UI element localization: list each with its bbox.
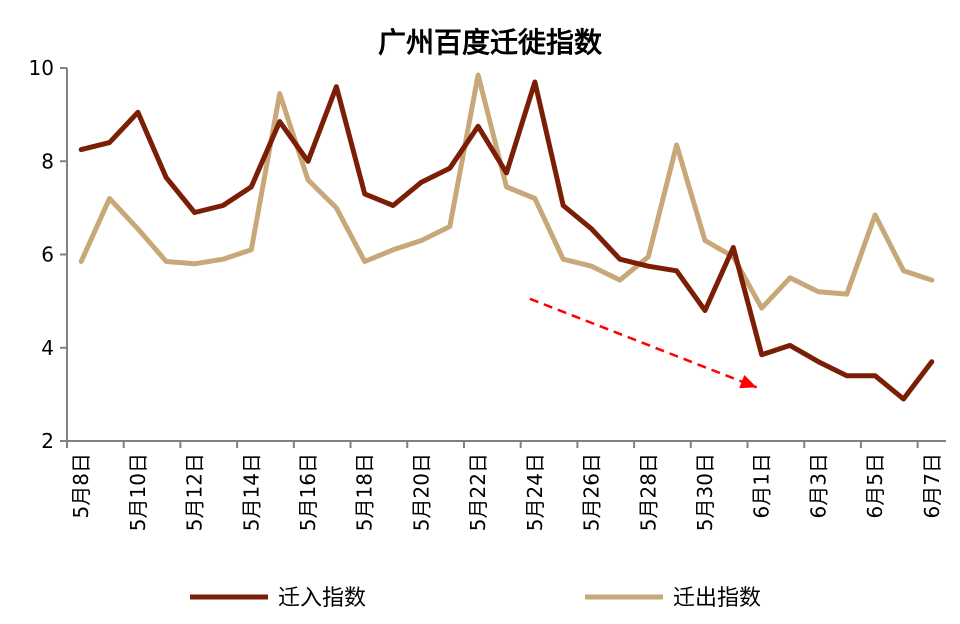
x-tick-label: 5月12日	[183, 453, 207, 531]
tick-labels: 2 4 6 8 10 5月8日 5月10日 5月12日 5月14日 5月16日 5月18日 5月20日…	[29, 56, 944, 531]
y-tick-label: 6	[41, 243, 54, 267]
chart-title: 广州百度迁徙指数	[378, 26, 603, 59]
trend-arrow-annotation	[529, 297, 758, 389]
x-tick-label: 6月1日	[750, 453, 774, 518]
series-line-in	[78, 79, 935, 402]
y-tick-label: 10	[29, 56, 54, 80]
x-tick-label: 6月7日	[920, 453, 944, 518]
x-tick-label: 5月14日	[239, 453, 263, 531]
axes	[60, 67, 946, 448]
x-tick-label: 5月18日	[353, 453, 377, 531]
y-tick-label: 2	[41, 429, 54, 453]
legend: 迁入指数 迁出指数	[190, 586, 761, 611]
x-tick-label: 5月20日	[409, 453, 433, 531]
y-tick-label: 4	[41, 336, 54, 360]
x-tick-label: 5月8日	[69, 453, 93, 518]
series-lines	[78, 72, 935, 402]
dashed-arrow-line	[529, 297, 758, 389]
x-tick-label: 5月24日	[523, 453, 547, 531]
x-tick-label: 5月26日	[580, 453, 604, 531]
x-tick-label: 5月28日	[636, 453, 660, 531]
x-tick-label: 5月22日	[466, 453, 490, 531]
y-tick-label: 8	[41, 149, 54, 173]
x-tick-label: 5月10日	[126, 453, 150, 531]
x-tick-label: 6月5日	[863, 453, 887, 518]
arrow-head	[739, 375, 757, 389]
x-tick-label: 5月16日	[296, 453, 320, 531]
series-line-out	[78, 72, 935, 311]
x-tick-label: 6月3日	[806, 453, 830, 518]
x-tick-label: 5月30日	[693, 453, 717, 531]
legend-label-0: 迁入指数	[278, 586, 366, 611]
legend-label-1: 迁出指数	[673, 586, 761, 611]
